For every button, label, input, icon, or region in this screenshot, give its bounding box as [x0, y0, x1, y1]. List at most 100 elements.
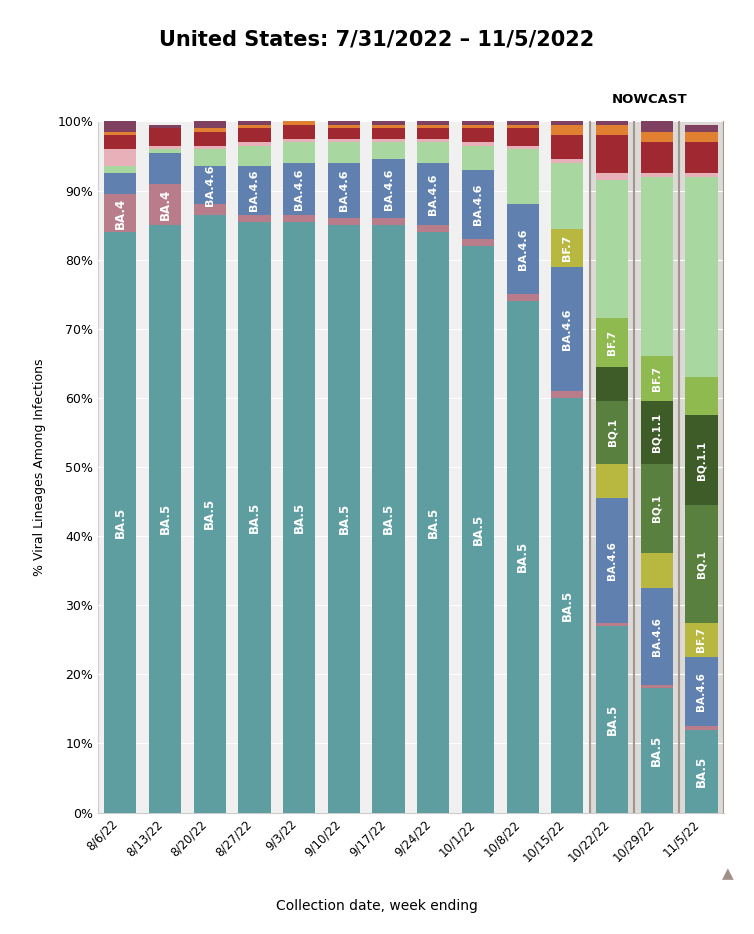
Bar	[551, 125, 584, 135]
Text: Collection date, week ending: Collection date, week ending	[276, 899, 478, 913]
Bar	[641, 121, 673, 132]
Bar	[685, 729, 718, 813]
Bar	[372, 225, 405, 813]
Text: BF.7: BF.7	[562, 234, 572, 261]
Bar	[417, 125, 449, 128]
Bar	[283, 121, 315, 125]
Bar	[641, 588, 673, 685]
Bar	[104, 174, 136, 194]
Bar	[194, 128, 226, 132]
Bar	[551, 160, 584, 163]
Bar	[149, 184, 181, 225]
Bar	[462, 239, 494, 246]
Bar	[194, 215, 226, 813]
Bar	[596, 180, 628, 318]
Bar	[238, 221, 271, 813]
Bar	[104, 166, 136, 173]
Bar	[685, 377, 718, 415]
Bar	[507, 149, 539, 205]
Bar	[372, 138, 405, 142]
Bar	[685, 132, 718, 142]
Bar	[462, 170, 494, 239]
Bar	[551, 163, 584, 229]
Bar	[507, 128, 539, 146]
Bar	[372, 219, 405, 225]
Text: BA.4.6: BA.4.6	[651, 616, 662, 656]
Bar	[149, 125, 181, 128]
Bar	[685, 415, 718, 505]
Bar	[462, 125, 494, 128]
Text: NOWCAST: NOWCAST	[611, 92, 687, 106]
Bar	[328, 115, 360, 125]
Text: BF.7: BF.7	[607, 330, 617, 355]
Bar	[283, 215, 315, 221]
Text: BA.5: BA.5	[158, 503, 172, 534]
Bar	[641, 174, 673, 177]
Text: BA.4.6: BA.4.6	[562, 308, 572, 349]
Bar	[283, 125, 315, 138]
Text: BA.4.6: BA.4.6	[428, 173, 438, 215]
Bar	[551, 121, 584, 125]
Text: BQ.1: BQ.1	[697, 550, 706, 578]
Text: BA.5: BA.5	[337, 503, 351, 534]
Bar	[372, 125, 405, 128]
Bar	[328, 163, 360, 219]
Bar	[238, 166, 271, 215]
Text: BA.4.6: BA.4.6	[518, 229, 528, 270]
Bar	[685, 174, 718, 177]
Bar	[417, 128, 449, 138]
Text: BA.4.6: BA.4.6	[473, 184, 483, 225]
Bar	[149, 128, 181, 146]
Bar	[194, 132, 226, 146]
Bar	[641, 402, 673, 463]
Bar	[462, 246, 494, 813]
Bar	[372, 142, 405, 160]
Text: BA.4.6: BA.4.6	[339, 170, 349, 211]
Bar	[149, 225, 181, 813]
Bar	[104, 135, 136, 149]
Bar	[417, 232, 449, 813]
Bar	[641, 688, 673, 813]
Y-axis label: % Viral Lineages Among Infections: % Viral Lineages Among Infections	[33, 359, 46, 575]
Text: BA.4.6: BA.4.6	[205, 164, 215, 206]
Bar	[417, 142, 449, 163]
Bar	[104, 232, 136, 813]
Bar	[238, 128, 271, 142]
Bar	[596, 135, 628, 173]
Text: BF.7: BF.7	[651, 366, 662, 391]
Bar	[596, 626, 628, 813]
Bar	[507, 294, 539, 301]
Bar	[551, 398, 584, 813]
Text: BQ.1.1: BQ.1.1	[651, 413, 662, 452]
Bar	[104, 149, 136, 166]
Bar	[283, 163, 315, 215]
Bar	[641, 685, 673, 688]
Bar	[507, 121, 539, 125]
Bar	[328, 142, 360, 163]
Bar	[149, 152, 181, 184]
Bar	[328, 125, 360, 128]
Text: BA.5: BA.5	[382, 503, 395, 534]
Bar	[328, 138, 360, 142]
Bar	[641, 142, 673, 173]
Text: BF.7: BF.7	[697, 628, 706, 652]
Text: BA.4.6: BA.4.6	[294, 168, 304, 209]
Text: BA.4.6: BA.4.6	[384, 168, 394, 209]
Bar	[462, 121, 494, 125]
Bar	[283, 142, 315, 163]
Bar	[194, 205, 226, 215]
Bar	[462, 146, 494, 170]
Text: BA.4.6: BA.4.6	[697, 672, 706, 711]
Bar	[194, 166, 226, 205]
Text: BA.5: BA.5	[561, 589, 574, 621]
Bar	[596, 367, 628, 402]
Bar	[238, 146, 271, 166]
Bar	[596, 318, 628, 367]
Bar	[417, 163, 449, 225]
Bar	[149, 146, 181, 149]
Bar	[104, 132, 136, 135]
Text: BA.5: BA.5	[293, 502, 305, 532]
Text: BA.5: BA.5	[471, 514, 485, 545]
Bar	[194, 121, 226, 128]
Text: BQ.1: BQ.1	[651, 494, 662, 522]
